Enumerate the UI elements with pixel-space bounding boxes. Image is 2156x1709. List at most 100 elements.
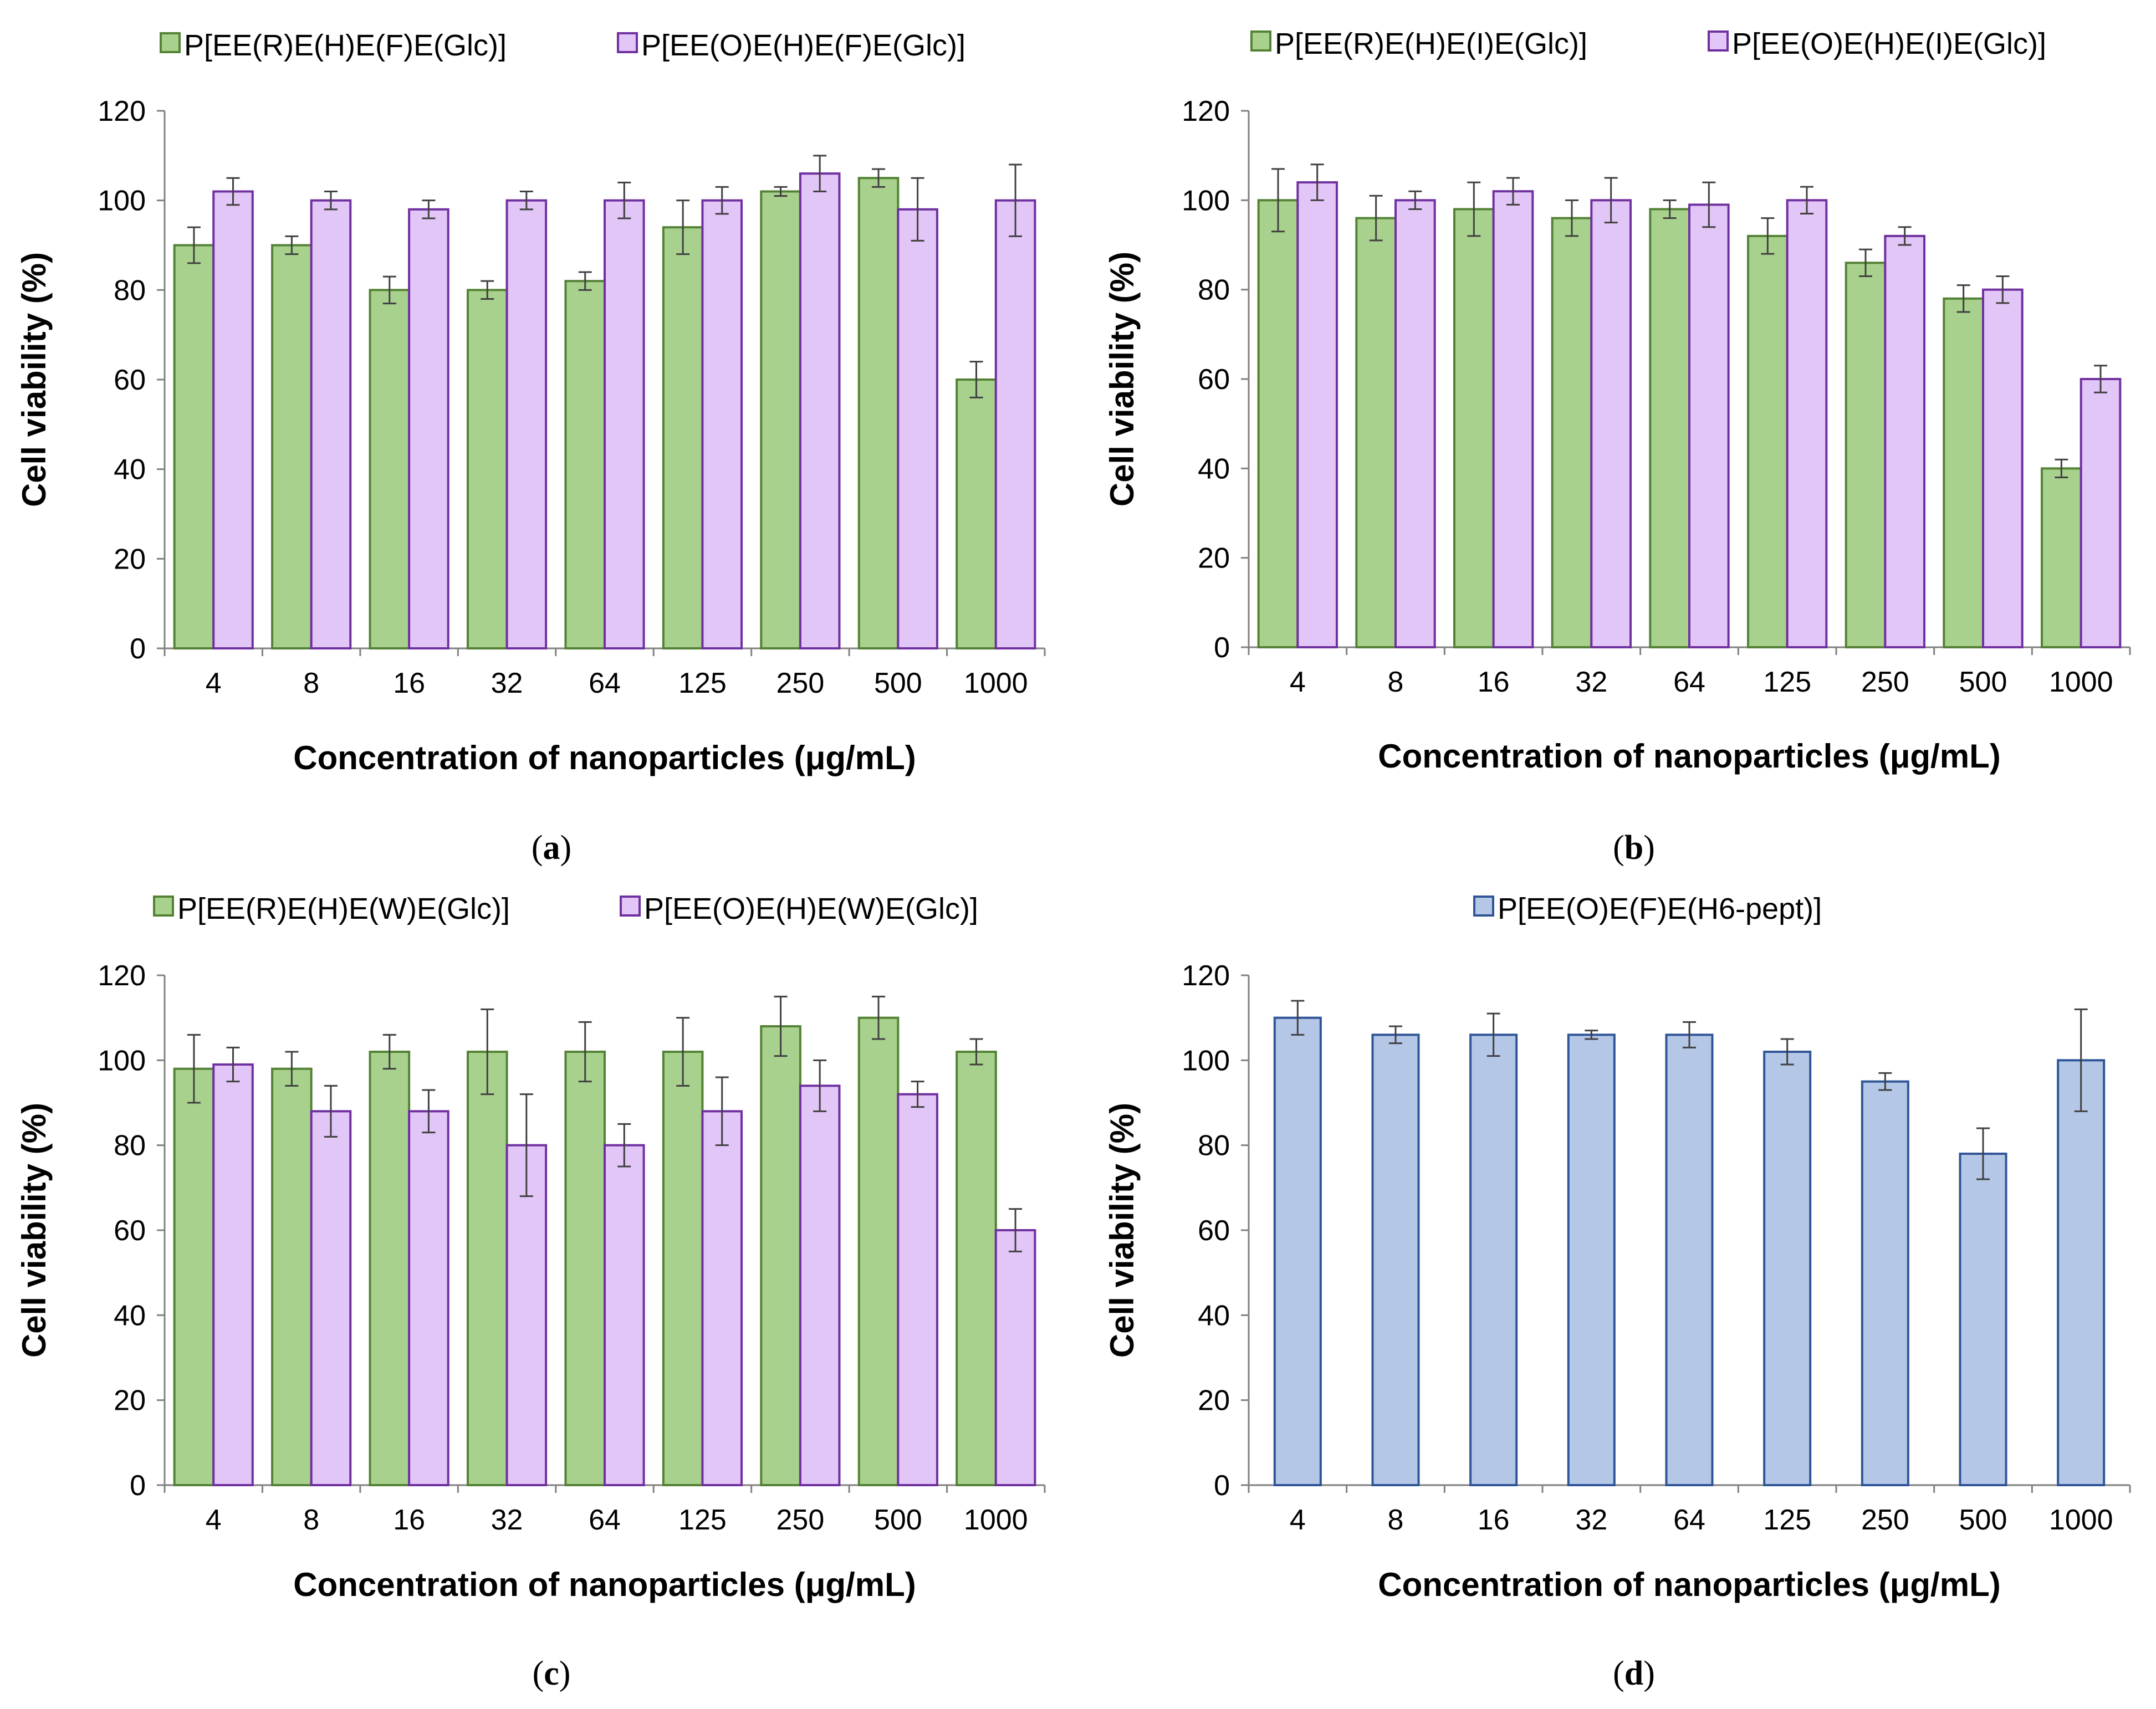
error-bar	[872, 995, 886, 1040]
bar-d-s0-1000	[2057, 1059, 2106, 1487]
error-bar	[2074, 1008, 2088, 1112]
error-bar	[519, 191, 533, 211]
error-bar	[1859, 248, 1872, 277]
error-bar	[324, 191, 338, 211]
y-tick-label: 80	[1198, 1130, 1230, 1162]
error-bar	[676, 199, 690, 255]
x-tick-label: 32	[491, 667, 523, 699]
panel-label-letter: a	[543, 829, 560, 867]
error-bar	[285, 235, 299, 255]
y-tick-label: 100	[1182, 185, 1230, 217]
error-bar	[813, 155, 827, 192]
bar-b-s1-125	[1786, 199, 1828, 649]
error-bar	[774, 186, 788, 197]
x-tick-label: 1000	[2049, 666, 2113, 698]
panel-label-open: (	[532, 829, 543, 867]
bar-b-s0-32	[1551, 217, 1593, 649]
error-bar	[1878, 1072, 1892, 1091]
x-axis-title: Concentration of nanoparticles (μg/mL)	[293, 739, 916, 776]
x-tick-label: 32	[491, 1504, 523, 1536]
x-tick-label: 250	[1861, 666, 1909, 698]
bar-a-s1-125	[701, 199, 743, 649]
x-tick-label: 125	[678, 1504, 727, 1536]
x-tick-label: 1000	[2049, 1504, 2113, 1536]
x-tick-label: 32	[1575, 666, 1607, 698]
error-bar	[1565, 199, 1578, 237]
error-bar	[1369, 195, 1383, 242]
panel-label-open: (	[1613, 1655, 1624, 1692]
legend-swatch	[1708, 30, 1729, 52]
y-tick-label: 120	[1182, 960, 1230, 992]
x-tick-label: 32	[1575, 1504, 1607, 1536]
bar-d-s0-16	[1469, 1033, 1518, 1487]
error-bar	[1956, 284, 1970, 313]
panel-label-close: )	[1643, 1655, 1655, 1692]
bar-c-s0-125	[662, 1051, 704, 1486]
legend-item: P[EE(R)E(H)E(W)E(Glc)]	[153, 892, 510, 925]
x-tick-label: 125	[678, 667, 727, 699]
error-bar	[1761, 217, 1775, 255]
bar-c-s1-64	[604, 1144, 645, 1487]
x-tick-label: 4	[206, 667, 222, 699]
legend-label: P[EE(R)E(H)E(W)E(Glc)]	[177, 892, 510, 925]
legend-label: P[EE(R)E(H)E(I)E(Glc)]	[1275, 27, 1587, 60]
panel-b: 0 20 40 60 80 100 120 4 8 16 32 64 125 250 500 1000 P[EE…	[1103, 27, 2131, 867]
y-tick-label: 120	[98, 95, 146, 127]
bar-d-s0-125	[1763, 1051, 1812, 1486]
bar-a-s0-16	[369, 289, 411, 649]
x-tick-label: 16	[393, 1504, 425, 1536]
bar-d-s0-64	[1665, 1033, 1714, 1487]
bar-c-s1-8	[310, 1110, 352, 1487]
y-tick-label: 100	[98, 1045, 146, 1077]
panel-label-letter: c	[544, 1655, 559, 1692]
legend-swatch	[617, 32, 638, 53]
error-bar	[1389, 1025, 1402, 1045]
y-axis-title: Cell viability (%)	[1103, 1103, 1141, 1358]
bar-b-s1-1000	[2080, 378, 2122, 648]
bar-a-s0-250	[760, 190, 801, 649]
bar-c-s1-1000	[994, 1229, 1036, 1486]
bar-d-s0-250	[1861, 1080, 1909, 1486]
legend-swatch	[153, 896, 174, 917]
error-bar	[1408, 190, 1422, 210]
y-tick-label: 100	[1182, 1045, 1230, 1077]
x-tick-label: 64	[589, 1504, 621, 1536]
legend-item: P[EE(R)E(H)E(F)E(Glc)]	[160, 29, 507, 62]
x-tick-label: 8	[303, 667, 319, 699]
error-bar	[911, 177, 924, 242]
error-bar	[872, 168, 886, 188]
x-tick-label: 4	[1290, 666, 1306, 698]
bar-d-s0-32	[1567, 1033, 1616, 1487]
error-bar	[324, 1084, 338, 1138]
error-bar	[422, 1089, 436, 1134]
error-bar	[1486, 1012, 1500, 1057]
x-tick-label: 500	[1959, 666, 2007, 698]
panel-c: 0 20 40 60 80 100 120 4 8 16 32 64 125 250 500 1000 P[EE…	[16, 892, 1046, 1692]
bar-a-s1-500	[897, 208, 938, 650]
error-bar	[1009, 163, 1023, 237]
x-tick-label: 250	[1861, 1504, 1909, 1536]
x-tick-label: 500	[874, 1504, 922, 1536]
bar-a-s0-8	[271, 244, 313, 649]
bar-c-s0-250	[760, 1025, 801, 1486]
y-tick-label: 40	[114, 1299, 146, 1332]
y-tick-label: 0	[1214, 632, 1230, 664]
bar-c-s0-4	[173, 1067, 215, 1486]
bar-b-s0-16	[1453, 208, 1495, 648]
bar-c-s1-500	[897, 1093, 938, 1486]
error-bar	[481, 280, 494, 300]
bar-a-s0-64	[564, 280, 606, 649]
x-tick-label: 8	[1388, 1504, 1404, 1536]
bar-a-s1-32	[505, 199, 548, 649]
legend-item: P[EE(O)E(H)E(W)E(Glc)]	[620, 892, 978, 925]
y-tick-label: 0	[1214, 1470, 1230, 1502]
error-bar	[1585, 1030, 1598, 1040]
error-bar	[481, 1008, 494, 1096]
legend-swatch	[1473, 896, 1494, 917]
y-axis-title: Cell viability (%)	[16, 252, 53, 507]
x-tick-label: 16	[1478, 666, 1510, 698]
y-axis-title: Cell viability (%)	[1103, 252, 1141, 506]
y-tick-label: 20	[114, 543, 146, 575]
error-bar	[382, 275, 396, 305]
error-bar	[578, 271, 592, 291]
